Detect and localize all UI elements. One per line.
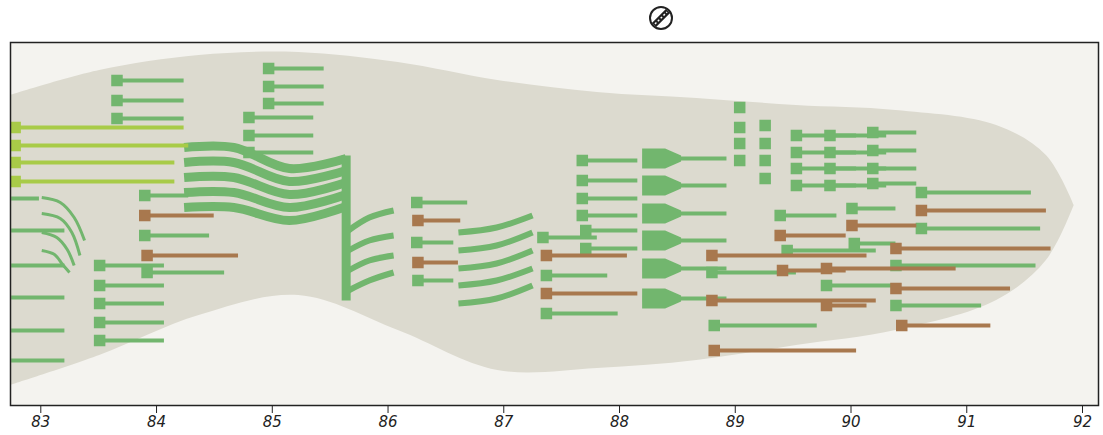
svg-text:91: 91 — [957, 413, 976, 431]
svg-text:85: 85 — [263, 413, 282, 431]
svg-text:86: 86 — [378, 413, 397, 431]
svg-text:89: 89 — [726, 413, 745, 431]
svg-text:84: 84 — [147, 413, 166, 431]
svg-text:83: 83 — [31, 413, 50, 431]
svg-text:90: 90 — [841, 413, 860, 431]
svg-text:92: 92 — [1073, 413, 1092, 431]
svg-text:88: 88 — [610, 413, 629, 431]
svg-text:87: 87 — [494, 413, 514, 431]
